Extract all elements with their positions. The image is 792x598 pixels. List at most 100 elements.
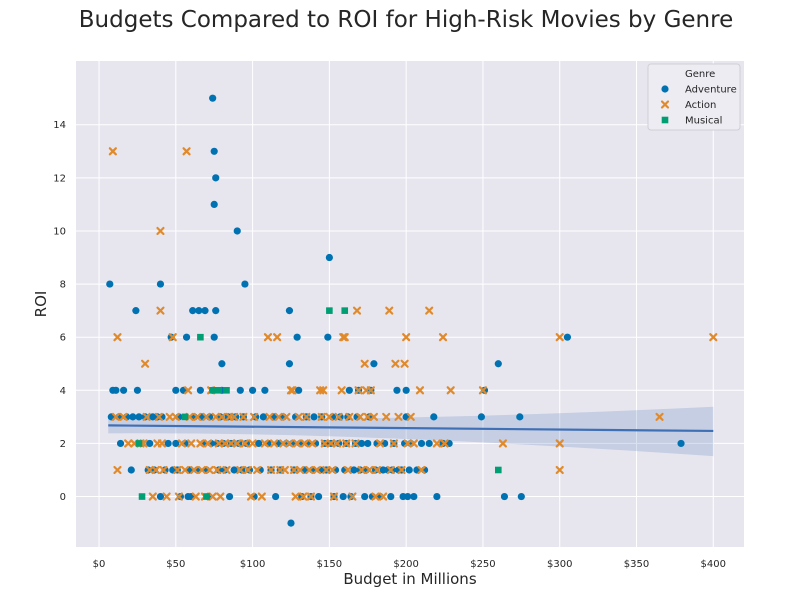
x-tick-label: $300 — [547, 559, 572, 570]
point-adventure — [233, 227, 241, 235]
point-adventure — [387, 492, 395, 501]
point-action — [294, 412, 303, 421]
point-action — [385, 306, 394, 315]
point-action — [151, 465, 160, 475]
legend: Genre Adventure Action Musical — [647, 63, 741, 131]
series-action — [108, 147, 718, 501]
point-action — [372, 465, 382, 475]
y-tick-label: 2 — [60, 439, 66, 450]
point-adventure — [172, 386, 180, 394]
x-tick-label: $50 — [166, 559, 185, 570]
point-action — [343, 465, 352, 475]
point-adventure — [315, 492, 323, 501]
point-action — [203, 439, 213, 448]
point-action — [280, 465, 289, 475]
point-musical — [197, 333, 204, 341]
x-tick-label: $200 — [393, 559, 418, 570]
point-action — [300, 439, 309, 448]
point-action — [257, 492, 266, 501]
point-action — [220, 439, 230, 448]
point-adventure — [210, 200, 218, 209]
point-action — [351, 439, 360, 448]
point-action — [400, 359, 409, 368]
point-adventure — [156, 280, 165, 288]
point-action — [285, 439, 294, 448]
point-action — [113, 465, 122, 475]
point-action — [279, 439, 288, 448]
point-action — [375, 439, 385, 448]
point-adventure — [285, 307, 294, 315]
point-adventure — [370, 360, 378, 368]
point-action — [208, 492, 217, 501]
point-action — [357, 465, 366, 475]
point-adventure — [133, 386, 142, 394]
point-adventure — [106, 280, 114, 288]
point-adventure — [116, 439, 125, 448]
point-action — [355, 412, 365, 421]
point-adventure — [218, 360, 226, 368]
point-action — [239, 412, 248, 421]
x-axis-label: Budget in Millions — [343, 570, 476, 588]
point-adventure — [189, 307, 197, 315]
point-action — [363, 412, 372, 421]
point-action — [382, 412, 391, 421]
point-adventure — [361, 492, 369, 501]
point-action — [222, 465, 231, 475]
point-action — [159, 465, 168, 475]
plot-area — [76, 61, 744, 547]
point-adventure — [293, 333, 301, 341]
point-action — [246, 492, 256, 501]
point-adventure — [393, 386, 401, 394]
point-musical — [494, 466, 502, 474]
chart-title: Budgets Compared to ROI for High-Risk Mo… — [79, 7, 733, 33]
point-action — [211, 412, 220, 421]
point-action — [260, 439, 269, 448]
point-action — [345, 412, 354, 421]
point-action — [187, 439, 196, 448]
point-musical — [215, 387, 223, 394]
point-adventure — [182, 333, 191, 341]
point-action — [391, 359, 400, 368]
x-tick-label: $100 — [240, 559, 265, 570]
point-action — [142, 412, 151, 421]
y-tick-label: 4 — [60, 386, 66, 397]
series-musical — [135, 307, 502, 500]
point-action — [371, 492, 380, 501]
point-action — [302, 412, 311, 421]
point-action — [230, 412, 239, 421]
point-action — [266, 465, 276, 475]
point-action — [274, 412, 283, 421]
point-adventure — [500, 492, 509, 501]
point-adventure — [677, 439, 685, 448]
point-adventure — [195, 307, 203, 315]
point-adventure — [295, 386, 303, 394]
x-tick-label: $400 — [701, 559, 726, 570]
point-musical — [138, 493, 146, 500]
point-musical — [181, 413, 189, 421]
point-adventure — [225, 492, 234, 501]
regression-line-group — [108, 424, 714, 433]
point-action — [148, 492, 157, 501]
legend-label-action: Action — [685, 100, 716, 111]
point-action — [369, 412, 379, 421]
point-action — [113, 333, 122, 342]
regression-line — [108, 424, 714, 433]
point-action — [214, 439, 223, 448]
point-action — [406, 412, 415, 421]
point-adventure — [156, 492, 165, 501]
point-action — [348, 492, 357, 501]
point-action — [340, 333, 349, 342]
point-action — [240, 439, 250, 448]
point-adventure — [212, 174, 220, 182]
point-adventure — [287, 519, 295, 527]
point-action — [291, 492, 300, 501]
point-adventure — [358, 439, 366, 448]
point-action — [498, 439, 508, 448]
point-adventure — [112, 386, 120, 394]
point-action — [111, 412, 121, 421]
point-action — [342, 439, 351, 448]
point-action — [394, 412, 403, 421]
point-action — [273, 333, 282, 342]
point-adventure — [517, 492, 525, 501]
x-tick-label: $350 — [624, 559, 649, 570]
